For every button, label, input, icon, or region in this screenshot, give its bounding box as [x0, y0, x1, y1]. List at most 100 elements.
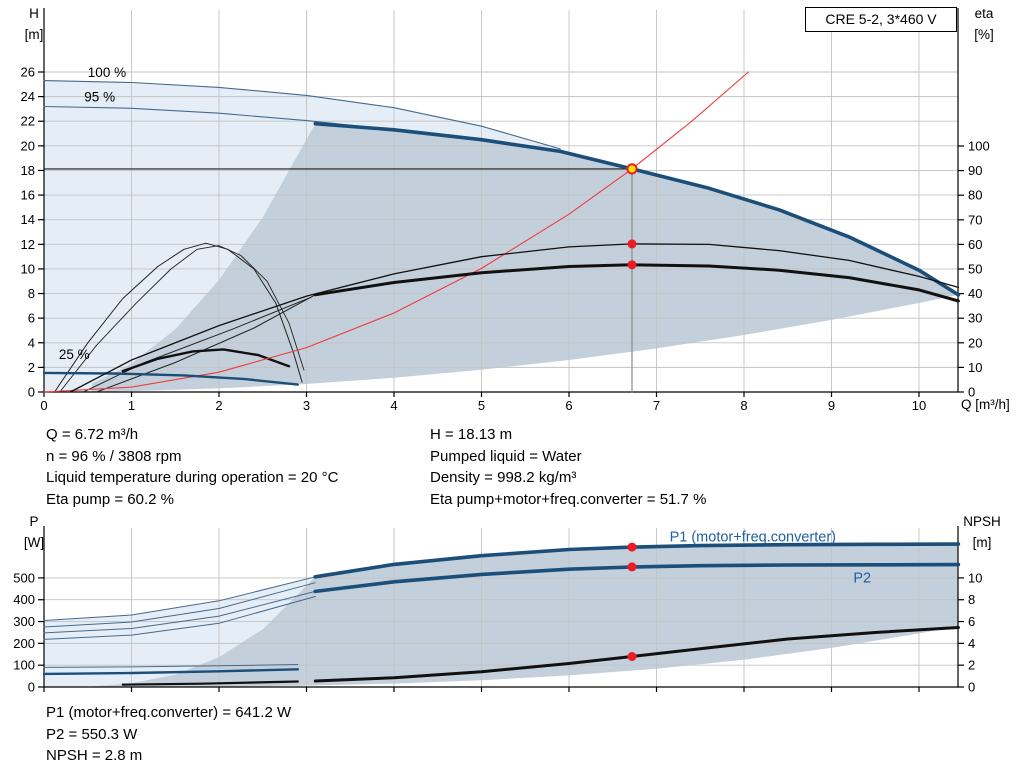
svg-text:50: 50	[968, 262, 982, 277]
p2-curve-label: P2	[853, 571, 871, 587]
power-axis-name: P	[29, 514, 39, 529]
p2-curve-lead-b	[43, 596, 316, 640]
qh-curve-duty-speed	[313, 121, 961, 297]
eta-total-25pct-curve	[121, 348, 291, 373]
svg-text:0: 0	[968, 680, 975, 695]
svg-text:26: 26	[21, 64, 35, 79]
svg-text:500: 500	[13, 570, 35, 585]
eta-total-curve	[313, 263, 960, 303]
npsh-25pct-curve	[121, 680, 299, 686]
svg-text:3: 3	[303, 398, 310, 413]
svg-text:2: 2	[215, 398, 222, 413]
eta-total-point	[627, 260, 637, 270]
svg-text:6: 6	[968, 614, 975, 629]
svg-text:4: 4	[968, 636, 975, 651]
svg-text:0: 0	[28, 385, 35, 400]
svg-text:40: 40	[968, 286, 982, 301]
eta-25pct-curve-b	[59, 245, 305, 393]
head-axis-unit: [m]	[24, 27, 44, 42]
pump-type-box: CRE 5-2, 3*460 V	[805, 7, 957, 32]
svg-text:100: 100	[13, 658, 35, 673]
svg-text:7: 7	[653, 398, 660, 413]
control-curve	[43, 71, 749, 393]
svg-text:24: 24	[21, 89, 35, 104]
svg-text:30: 30	[968, 311, 982, 326]
qh-curve-100pct	[43, 80, 561, 150]
p2-curve-lead	[43, 590, 316, 634]
svg-text:60: 60	[968, 237, 982, 252]
info-flow: Q = 6.72 m³/h	[46, 426, 139, 443]
flow-axis-label: Q [m³/h]	[961, 397, 1010, 412]
qh-axes	[38, 8, 964, 397]
svg-text:0: 0	[28, 680, 35, 695]
svg-text:5: 5	[478, 398, 485, 413]
eta-pump-point	[627, 239, 637, 249]
svg-text:0: 0	[40, 398, 47, 413]
speed-label-25: 25 %	[59, 347, 90, 362]
p1-curve-lead-b	[43, 582, 316, 628]
duty-point	[626, 163, 638, 175]
info-head: H = 18.13 m	[430, 426, 513, 443]
info-p1: P1 (motor+freq.converter) = 641.2 W	[46, 704, 292, 721]
info-eta-total: Eta pump+motor+freq.converter = 51.7 %	[430, 490, 707, 508]
svg-text:12: 12	[21, 237, 35, 252]
duty-info-right-column: H = 18.13 m Pumped liquid = Water Densit…	[430, 424, 706, 510]
p-25pct-thin	[43, 664, 299, 668]
svg-text:8: 8	[740, 398, 747, 413]
qh-chart: 0246810121416182022242601020304050607080…	[21, 8, 990, 413]
power-npsh-tick-labels: 0 100 200 300 400 500 0 2 4 6 8 10	[13, 570, 982, 694]
p1-curve-lead	[43, 576, 316, 621]
svg-text:300: 300	[13, 614, 35, 629]
eta-axis-unit: [%]	[974, 27, 994, 42]
svg-text:2: 2	[28, 360, 35, 375]
svg-text:90: 90	[968, 163, 982, 178]
eta-25pct-curve	[54, 242, 303, 393]
info-eta-pump: Eta pump = 60.2 %	[46, 490, 174, 508]
eta-total-lead-thin	[96, 294, 316, 393]
eta-pump-curve	[69, 243, 960, 393]
duty-range-region	[92, 123, 959, 392]
info-density: Density = 998.2 kg/m³	[430, 469, 577, 486]
svg-text:10: 10	[912, 398, 926, 413]
svg-text:80: 80	[968, 188, 982, 203]
speed-label-95: 95 %	[84, 90, 115, 105]
p-25pct-curve	[42, 668, 299, 676]
svg-text:10: 10	[21, 261, 35, 276]
speed-label-100: 100 %	[88, 65, 126, 80]
eta-axis-name: eta	[974, 6, 994, 21]
pump-type-label: CRE 5-2, 3*460 V	[825, 11, 937, 27]
speed-range-region-power	[44, 576, 316, 687]
duty-info-left-column: Q = 6.72 m³/h n = 96 % / 3808 rpm Liquid…	[46, 424, 338, 510]
power-npsh-axes	[38, 526, 964, 692]
svg-text:10: 10	[968, 360, 982, 375]
npsh-axis-unit: [m]	[972, 535, 992, 550]
info-npsh: NPSH = 2.8 m	[46, 747, 143, 764]
qh-grid	[44, 10, 958, 392]
svg-text:1: 1	[128, 398, 135, 413]
info-p2: P2 = 550.3 W	[46, 725, 138, 743]
svg-text:20: 20	[21, 138, 35, 153]
svg-text:400: 400	[13, 592, 35, 607]
power-info-column: P1 (motor+freq.converter) = 641.2 W P2 =…	[46, 702, 291, 767]
p1-point	[627, 542, 637, 552]
svg-text:4: 4	[390, 398, 397, 413]
info-pumped-liquid: Pumped liquid = Water	[430, 447, 582, 465]
p1-curve-label: P1 (motor+freq.converter)	[670, 529, 836, 545]
svg-text:16: 16	[21, 188, 35, 203]
svg-text:20: 20	[968, 335, 982, 350]
svg-text:8: 8	[28, 286, 35, 301]
p2-point	[627, 562, 637, 572]
svg-text:9: 9	[828, 398, 835, 413]
svg-text:200: 200	[13, 636, 35, 651]
svg-text:6: 6	[565, 398, 572, 413]
svg-text:22: 22	[21, 114, 35, 129]
npsh-axis-name: NPSH	[963, 514, 1001, 529]
svg-text:4: 4	[28, 335, 35, 350]
speed-range-region	[44, 80, 561, 392]
svg-text:14: 14	[21, 212, 35, 227]
eta-pump-lead-thin	[82, 296, 312, 393]
svg-text:10: 10	[968, 570, 982, 585]
qh-curve-25pct	[42, 371, 299, 386]
